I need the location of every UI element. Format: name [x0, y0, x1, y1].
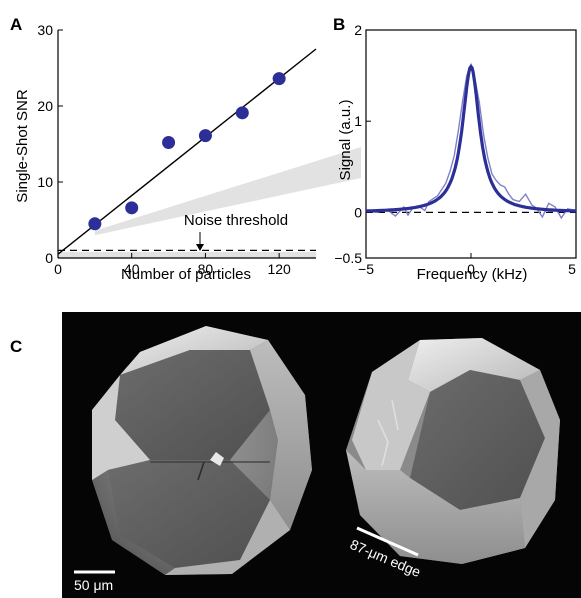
- y-tick-label: 20: [37, 98, 53, 114]
- data-point: [125, 201, 139, 215]
- crystal-right: [346, 338, 560, 564]
- panel-b-label: B: [333, 15, 345, 34]
- y-tick-label: 0: [354, 204, 362, 220]
- y-tick-label: 0: [45, 250, 53, 266]
- panel-a-label: A: [10, 15, 22, 34]
- panel-b-xlabel: Frequency (kHz): [417, 266, 528, 283]
- data-point: [198, 129, 212, 143]
- x-tick-label: 120: [267, 261, 291, 277]
- y-tick-label: 30: [37, 22, 53, 38]
- x-tick-label: 0: [467, 261, 475, 277]
- data-point: [88, 217, 102, 231]
- sem-micrograph: 50 μm 87-μm edge: [62, 312, 581, 598]
- data-point: [162, 135, 176, 149]
- x-tick-label: 40: [124, 261, 140, 277]
- raw-signal-trace: [365, 62, 577, 220]
- zoom-wedge: [94, 147, 361, 236]
- panel-b-ylabel: Signal (a.u.): [337, 100, 354, 181]
- x-tick-label: 5: [568, 261, 576, 277]
- panel-b-chart: −5 0 5 −0.5 0 1 2: [334, 22, 577, 277]
- y-tick-label: −0.5: [334, 250, 362, 266]
- x-tick-label: 0: [54, 261, 62, 277]
- y-tick-label: 2: [354, 22, 362, 38]
- y-tick-label: 1: [354, 113, 362, 129]
- x-tick-label: −5: [358, 261, 374, 277]
- noise-band: [58, 251, 316, 258]
- y-tick-label: 10: [37, 174, 53, 190]
- scale-label: 50 μm: [74, 577, 113, 593]
- panel-a-xlabel: Number of particles: [121, 266, 251, 283]
- panel-a-ylabel: Single-Shot SNR: [14, 89, 31, 203]
- panel-c-label: C: [10, 337, 22, 356]
- lorentzian-fit: [365, 63, 577, 213]
- x-tick-label: 80: [198, 261, 214, 277]
- edge-marker: [356, 526, 419, 557]
- crystal-left: [92, 326, 312, 575]
- data-point: [272, 72, 286, 86]
- data-point: [235, 106, 249, 120]
- fit-line: [57, 48, 317, 255]
- noise-arrow-head: [196, 244, 204, 251]
- noise-threshold-label: Noise threshold: [184, 212, 288, 229]
